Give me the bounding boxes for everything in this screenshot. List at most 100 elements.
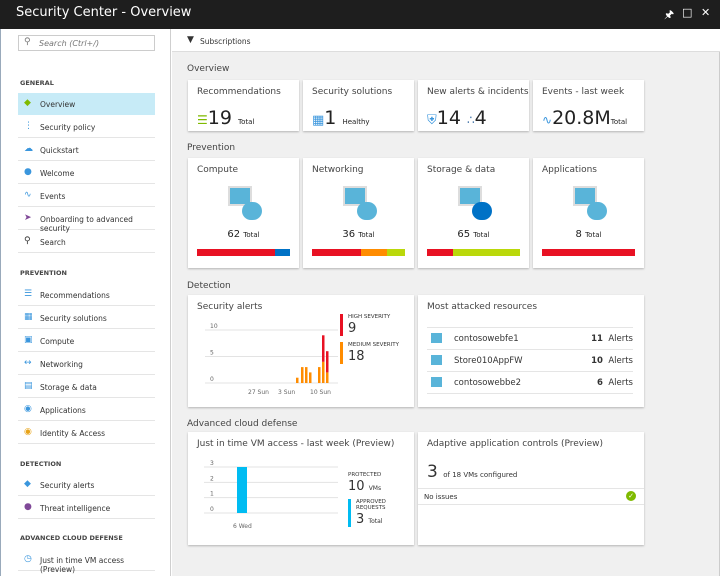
y-tick-label: 0 bbox=[210, 376, 214, 383]
vm-icon bbox=[431, 377, 442, 387]
shield-alert-icon: ◆ bbox=[24, 479, 31, 489]
status-bar bbox=[427, 249, 520, 256]
storage-icon: ▤ bbox=[24, 381, 33, 391]
bar-segment bbox=[387, 249, 405, 256]
group-advanced: Advanced cloud defense bbox=[187, 419, 298, 429]
section-general: GENERAL bbox=[20, 79, 54, 87]
jit-chart: 3 2 1 0 6 Wed bbox=[204, 460, 338, 530]
configured-count: 3 bbox=[427, 462, 438, 482]
x-tick-label: 3 Sun bbox=[278, 389, 295, 396]
alert-bar bbox=[318, 367, 321, 383]
alert-bar bbox=[322, 335, 325, 362]
checklist-icon: ☰ bbox=[197, 113, 208, 127]
subscriptions-button[interactable]: ▼ Subscriptions bbox=[172, 29, 720, 52]
rocket-icon: ➤ bbox=[24, 213, 32, 223]
sidebar-item-storage[interactable]: ▤ Storage & data bbox=[18, 376, 155, 398]
incident-icon: ∴ bbox=[467, 113, 475, 127]
group-detection: Detection bbox=[187, 281, 231, 291]
grid-icon: ▦ bbox=[24, 312, 33, 322]
alert-bar bbox=[326, 351, 329, 373]
bar-segment bbox=[275, 249, 290, 256]
list-item[interactable]: contosowebfe1 11 Alerts bbox=[427, 327, 633, 349]
network-icon: ↔ bbox=[24, 358, 32, 368]
network-icon bbox=[341, 186, 377, 220]
request-bar bbox=[237, 467, 247, 513]
alert-bar bbox=[309, 372, 312, 383]
pin-icon[interactable]: 🖈 bbox=[664, 8, 675, 21]
tile-networking[interactable]: Networking 36 Total bbox=[303, 158, 414, 268]
close-icon[interactable]: ✕ bbox=[701, 6, 711, 19]
globe-monitor-icon bbox=[571, 186, 607, 220]
shield-icon: ◆ bbox=[24, 98, 31, 108]
bar-segment bbox=[197, 249, 276, 256]
sidebar-item-threat-intelligence[interactable]: ● Threat intelligence bbox=[18, 497, 155, 519]
sidebar-item-security-solutions[interactable]: ▦ Security solutions bbox=[18, 307, 155, 329]
y-tick-label: 0 bbox=[210, 506, 214, 513]
sidebar-item-recommendations[interactable]: ☰ Recommendations bbox=[18, 284, 155, 306]
sidebar-item-security-policy[interactable]: ⋮ Security policy bbox=[18, 116, 155, 138]
status-bar bbox=[312, 249, 405, 256]
sidebar-item-overview[interactable]: ◆ Overview bbox=[18, 93, 155, 115]
maximize-icon[interactable]: □ bbox=[682, 6, 693, 19]
group-overview: Overview bbox=[187, 64, 230, 74]
search-icon: ⚲ bbox=[24, 37, 31, 47]
tile-alerts-incidents[interactable]: New alerts & incidents ⛨14 ∴4 bbox=[418, 80, 529, 131]
tile-applications[interactable]: Applications 8 Total bbox=[533, 158, 644, 268]
tile-most-attacked[interactable]: Most attacked resources contosowebfe1 11 … bbox=[418, 295, 644, 407]
chat-icon: ● bbox=[24, 167, 32, 177]
tile-events[interactable]: Events - last week ∿20.8MTotal bbox=[533, 80, 644, 131]
sidebar-item-security-alerts[interactable]: ◆ Security alerts bbox=[18, 474, 155, 496]
tile-storage-data[interactable]: Storage & data 65 Total bbox=[418, 158, 529, 268]
identity-icon: ◉ bbox=[24, 427, 32, 437]
section-advanced: ADVANCED CLOUD DEFENSE bbox=[20, 534, 123, 542]
y-tick-label: 5 bbox=[210, 350, 214, 357]
pulse-icon: ∿ bbox=[24, 190, 32, 200]
tile-adaptive-controls[interactable]: Adaptive application controls (Preview) … bbox=[418, 432, 644, 545]
tile-compute[interactable]: Compute 62 Total bbox=[188, 158, 299, 268]
sidebar-item-search[interactable]: ⚲ Search bbox=[18, 231, 155, 253]
list-item[interactable]: contosowebbe2 6 Alerts bbox=[427, 371, 633, 393]
firewall-icon bbox=[431, 355, 442, 365]
monitor-gear-icon bbox=[226, 186, 262, 220]
tile-jit[interactable]: Just in time VM access - last week (Prev… bbox=[188, 432, 414, 545]
sidebar-item-applications[interactable]: ◉ Applications bbox=[18, 399, 155, 421]
bar-segment bbox=[542, 249, 635, 256]
x-tick-label: 6 Wed bbox=[233, 523, 252, 530]
x-tick-label: 27 Sun bbox=[248, 389, 269, 396]
search-input[interactable]: ⚲ Search (Ctrl+/) bbox=[18, 35, 155, 51]
status-row: No issues ✓ bbox=[418, 488, 644, 505]
alert-bar bbox=[305, 367, 308, 383]
y-tick-label: 10 bbox=[210, 323, 218, 330]
sidebar-item-jit[interactable]: ◷ Just in time VM access (Preview) bbox=[18, 549, 155, 574]
group-prevention: Prevention bbox=[187, 143, 236, 153]
sidebar-item-events[interactable]: ∿ Events bbox=[18, 185, 155, 207]
check-icon: ✓ bbox=[626, 491, 636, 501]
y-tick-label: 1 bbox=[210, 491, 214, 498]
sidebar-item-welcome[interactable]: ● Welcome bbox=[18, 162, 155, 184]
sidebar-item-identity[interactable]: ◉ Identity & Access bbox=[18, 422, 155, 444]
sidebar-item-networking[interactable]: ↔ Networking bbox=[18, 353, 155, 375]
section-prevention: PREVENTION bbox=[20, 269, 67, 277]
approved-legend: APPROVED REQUESTS 3 Total bbox=[348, 499, 414, 527]
bar-segment bbox=[453, 249, 520, 256]
sidebar-item-compute[interactable]: ▣ Compute bbox=[18, 330, 155, 352]
sidebar-item-onboarding[interactable]: ➤ Onboarding to advanced security bbox=[18, 208, 155, 233]
tile-recommendations[interactable]: Recommendations ☰19 Total bbox=[188, 80, 299, 131]
cloud-icon: ☁ bbox=[24, 144, 33, 154]
protected-legend: PROTECTED 10 VMs bbox=[348, 472, 382, 494]
x-tick-label: 10 Sun bbox=[310, 389, 331, 396]
list-item[interactable]: Store010AppFW 10 Alerts bbox=[427, 349, 633, 371]
bar-segment bbox=[312, 249, 362, 256]
list-icon: ☰ bbox=[24, 289, 33, 299]
y-tick-label: 3 bbox=[210, 460, 214, 467]
bar-segment bbox=[427, 249, 454, 256]
sidebar-item-quickstart[interactable]: ☁ Quickstart bbox=[18, 139, 155, 161]
vm-icon bbox=[431, 333, 442, 343]
tile-security-solutions[interactable]: Security solutions ▦1 Healthy bbox=[303, 80, 414, 131]
window-title: Security Center - Overview bbox=[16, 5, 192, 20]
status-bar bbox=[197, 249, 290, 256]
status-bar bbox=[542, 249, 635, 256]
alert-bar bbox=[296, 377, 299, 383]
security-alerts-chart: 10 5 0 27 Sun 3 Sun 10 Sun bbox=[205, 323, 338, 396]
tile-security-alerts[interactable]: Security alerts 10 5 0 27 Sun 3 Sun 10 Sun HI… bbox=[188, 295, 414, 407]
